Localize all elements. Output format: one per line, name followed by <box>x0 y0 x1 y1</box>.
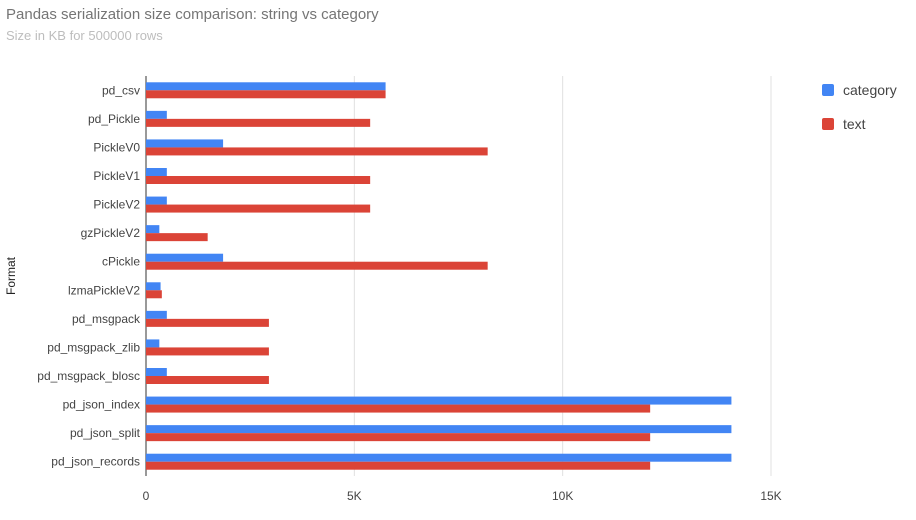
category-label: pd_json_split <box>70 426 141 440</box>
chart-subtitle: Size in KB for 500000 rows <box>6 28 163 43</box>
bar-category <box>146 368 167 376</box>
bar-text <box>146 147 488 156</box>
category-label: PickleV1 <box>93 169 140 183</box>
bar-category <box>146 139 224 148</box>
bar-text <box>146 347 269 356</box>
bar-category <box>146 425 732 434</box>
bar-text <box>146 318 269 327</box>
chart-title: Pandas serialization size comparison: st… <box>6 6 379 23</box>
bar-category <box>146 339 160 348</box>
bar-category <box>146 225 160 234</box>
bar-category <box>146 396 732 405</box>
bar-text <box>146 433 651 442</box>
bar-category <box>146 196 167 205</box>
bar-text <box>146 461 651 470</box>
category-label: PickleV2 <box>93 198 140 212</box>
bar-text <box>146 404 651 413</box>
bar-category <box>146 453 732 462</box>
category-label: pd_Pickle <box>88 112 140 126</box>
legend: category text <box>822 82 897 132</box>
legend-label: text <box>843 116 866 132</box>
bar-category <box>146 253 224 262</box>
bar-category <box>146 310 167 319</box>
bar-text <box>146 290 162 299</box>
category-label: pd_csv <box>102 83 140 97</box>
bar-category <box>146 110 167 119</box>
category-label: pd_msgpack_blosc <box>37 369 140 383</box>
bars <box>146 82 732 470</box>
x-tick-label: 5K <box>347 489 362 503</box>
bar-text <box>146 118 371 127</box>
x-tick-label: 0 <box>143 489 150 503</box>
bar-text <box>146 204 371 213</box>
category-label: lzmaPickleV2 <box>68 283 140 297</box>
legend-swatch <box>822 118 834 130</box>
x-tick-label: 10K <box>552 489 573 503</box>
category-label: pd_msgpack <box>72 312 141 326</box>
x-tick-label: 15K <box>760 489 781 503</box>
category-label: gzPickleV2 <box>81 226 141 240</box>
category-label: pd_msgpack_zlib <box>47 340 140 354</box>
bar-category <box>146 282 161 291</box>
bar-category <box>146 82 386 91</box>
bar-text <box>146 261 488 270</box>
category-label: pd_json_records <box>51 455 140 469</box>
y-axis-title: Format <box>4 256 18 295</box>
bar-text <box>146 90 386 99</box>
bar-category <box>146 168 167 176</box>
bar-text <box>146 233 208 242</box>
category-label: cPickle <box>102 255 140 269</box>
x-tick-labels: 0 5K 10K 15K <box>143 489 782 503</box>
category-label: PickleV0 <box>93 140 140 154</box>
legend-label: category <box>843 82 897 98</box>
bar-text <box>146 376 269 384</box>
gridlines <box>145 76 772 476</box>
category-labels: pd_csv pd_Pickle PickleV0 PickleV1 PickleV2 g… <box>37 83 141 468</box>
category-label: pd_json_index <box>63 398 140 412</box>
bar-text <box>146 176 371 184</box>
legend-swatch <box>822 84 834 96</box>
